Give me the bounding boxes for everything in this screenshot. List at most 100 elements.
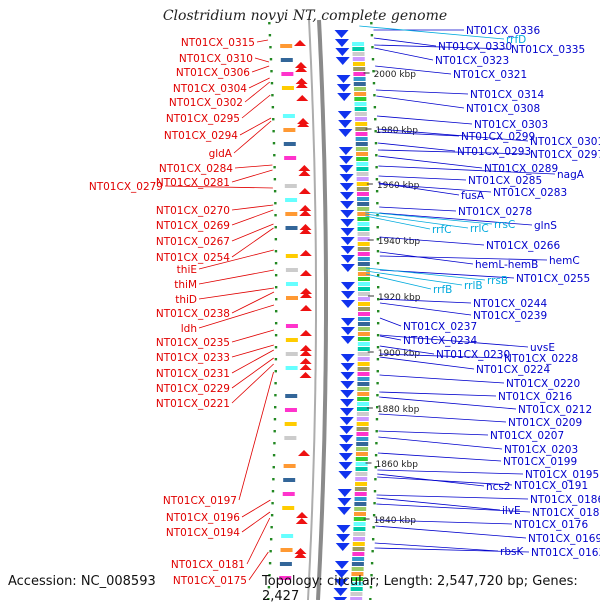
gene-arrow-forward [299,205,312,211]
right-gene-label: hemL-hemB [475,259,538,271]
cog-block [351,577,364,581]
cog-block [357,342,370,346]
left-leader-line [233,120,272,154]
cog-block [352,62,365,66]
cog-block [357,337,370,341]
cog-block [357,312,370,316]
right-gene-label: NT01CX_0314 [470,89,544,101]
cog-block [357,397,370,401]
gene-arrow-reverse [339,408,354,416]
right-leader-line [378,183,492,193]
ring-dot [376,346,380,349]
left-leader-line [231,223,274,242]
gene-arrow-reverse [340,390,355,398]
gene-arrow-reverse [333,588,348,596]
right-gene-label: NT01CX_0212 [518,404,592,416]
ring-dot [268,574,271,577]
right-leader-line [379,302,472,316]
left-gene-label: NT01CX_0279 [89,181,163,193]
left-gene-label: NT01CX_0175 [173,575,247,587]
gene-arrow-forward [299,350,312,356]
cog-block [356,152,369,156]
ring-dot [373,502,376,505]
gene-arrow-reverse [340,228,355,236]
cog-block [357,237,370,241]
gene-arrow-forward [299,358,312,364]
right-gene-label: NT01CX_0237 [403,321,477,333]
rrna-leader-line [365,270,463,286]
cog-block-left [285,296,298,300]
cog-block-left [285,254,298,258]
left-gene-label: gldA [209,148,233,160]
left-gene-label: NT01CX_0235 [156,337,230,349]
gene-arrow-reverse [340,255,355,263]
cog-block-left [284,408,297,412]
right-leader-line [374,44,510,50]
ring-dot [274,214,277,217]
gene-arrow-reverse [334,579,349,587]
gene-arrow-reverse [337,111,352,119]
ring-dot [270,526,273,529]
ring-dot [272,130,275,133]
gene-arrow-reverse [336,525,351,533]
left-leader-line [241,511,271,533]
gene-arrow-reverse [340,246,355,254]
ring-dot [272,466,275,469]
cog-block [357,247,370,251]
ring-dot [376,406,379,409]
ring-dot [273,190,277,193]
gene-arrow-reverse [341,300,355,308]
cog-block [357,322,370,326]
ring-dot [374,454,378,457]
right-gene-label: NT01CX_0297 [530,149,600,161]
right-leader-line [378,430,489,436]
right-gene-label: NT01CX_0169 [528,533,600,545]
cog-block [353,77,366,81]
left-gene-label: NT01CX_0315 [181,37,255,49]
cog-block [355,137,368,141]
ring-dot [274,262,278,265]
gene-arrow-reverse [337,489,352,497]
cog-block-left [282,114,295,118]
gene-arrow-reverse [339,156,354,164]
cog-block-left [285,366,298,370]
rrna-label: rrfB [433,284,452,296]
cog-block [357,277,370,281]
left-gene-label: NT01CX_0231 [156,368,230,380]
kbp-tick-label: 1860 kbp [376,460,419,470]
ring-dot [273,442,276,445]
left-leader-line [231,344,274,358]
cog-block [352,42,365,46]
ring-dot [268,562,272,565]
left-leader-line [251,65,270,73]
gene-arrow-forward [299,345,312,351]
left-gene-label: NT01CX_0306 [176,67,250,79]
right-leader-line [374,47,434,61]
cog-block [354,512,367,516]
ring-dot [270,82,274,85]
cog-block-left [285,338,298,342]
ring-dot [376,310,380,313]
cog-block-left [282,492,295,496]
cog-block [356,422,369,426]
left-gene-label: thiE [177,264,197,276]
cog-block [354,492,367,496]
ring-dot [273,430,276,433]
gene-arrow-reverse [335,57,350,65]
cog-block [357,387,370,391]
gene-arrow-forward [298,450,310,456]
ring-dot [372,526,375,529]
left-leader-line [231,329,275,343]
ring-dot [373,106,377,109]
cog-block [357,372,370,376]
ring-dot [272,142,276,145]
right-gene-label: uvsE [530,342,555,354]
right-leader-line [377,452,502,462]
ring-dot [372,70,375,73]
left-gene-label: NT01CX_0267 [156,236,230,248]
gene-arrow-reverse [340,201,355,209]
ring-dot [376,394,379,397]
cog-block [357,297,370,301]
right-leader-line [379,353,503,359]
